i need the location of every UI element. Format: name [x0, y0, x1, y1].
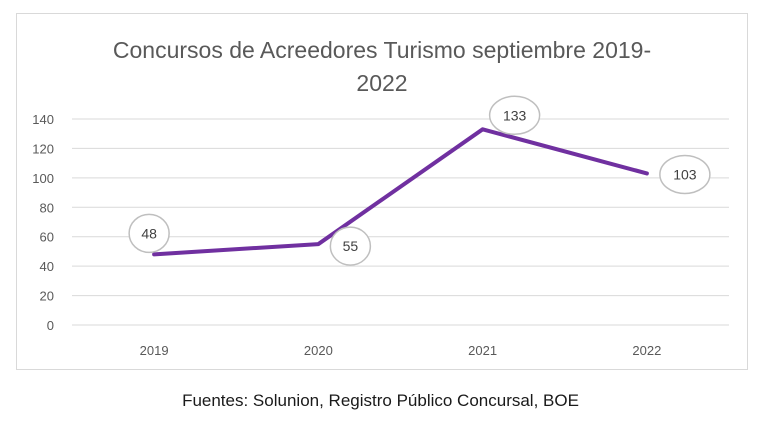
chart-title: Concursos de Acreedores Turismo septiemb… [57, 34, 707, 100]
data-label-bubble [659, 154, 711, 195]
y-tick-label: 60 [40, 230, 54, 245]
data-label: 48 [141, 225, 157, 241]
chart-title-line-1: Concursos de Acreedores Turismo septiemb… [112, 37, 652, 63]
chart-frame: Concursos de Acreedores Turismo septiemb… [16, 13, 748, 370]
source-note: Fuentes: Solunion, Registro Público Conc… [182, 391, 579, 410]
data-label: 55 [343, 238, 359, 254]
x-tick-label: 2020 [304, 343, 333, 358]
y-tick-label: 0 [47, 318, 54, 333]
y-tick-label: 20 [40, 289, 54, 304]
y-tick-label: 40 [40, 259, 54, 274]
x-tick-label: 2019 [140, 343, 169, 358]
y-tick-label: 140 [32, 112, 54, 127]
x-tick-label: 2021 [468, 343, 497, 358]
data-label-bubble [128, 213, 170, 254]
x-tick-label: 2022 [632, 343, 661, 358]
data-label-bubble [488, 95, 541, 136]
data-label: 133 [503, 107, 527, 123]
chart-title-line-2: 2022 [356, 70, 408, 96]
data-label-bubble [329, 226, 372, 266]
y-tick-label: 80 [40, 200, 54, 215]
y-tick-label: 100 [32, 171, 54, 186]
series-line [152, 127, 649, 257]
y-tick-label: 120 [32, 141, 54, 156]
data-label: 103 [673, 166, 697, 182]
